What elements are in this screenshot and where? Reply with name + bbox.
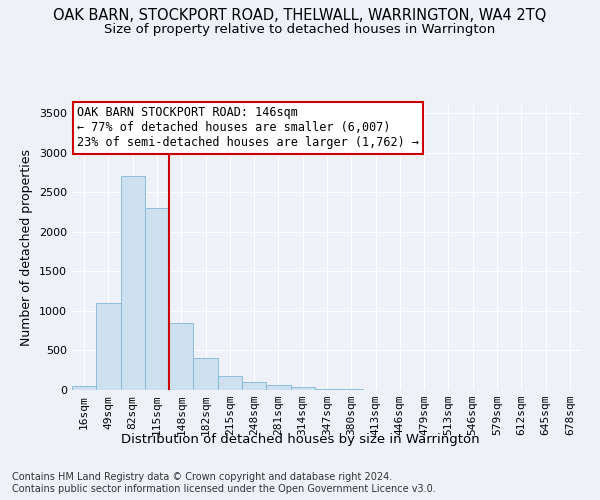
Y-axis label: Number of detached properties: Number of detached properties xyxy=(20,149,34,346)
Text: Contains public sector information licensed under the Open Government Licence v3: Contains public sector information licen… xyxy=(12,484,436,494)
Bar xyxy=(169,322,193,390)
Bar xyxy=(96,303,121,390)
Bar xyxy=(72,386,96,390)
Text: OAK BARN, STOCKPORT ROAD, THELWALL, WARRINGTON, WA4 2TQ: OAK BARN, STOCKPORT ROAD, THELWALL, WARR… xyxy=(53,8,547,22)
Bar xyxy=(315,389,339,390)
Text: Size of property relative to detached houses in Warrington: Size of property relative to detached ho… xyxy=(104,22,496,36)
Bar xyxy=(218,376,242,390)
Bar xyxy=(266,385,290,390)
Text: Contains HM Land Registry data © Crown copyright and database right 2024.: Contains HM Land Registry data © Crown c… xyxy=(12,472,392,482)
Bar xyxy=(121,176,145,390)
Bar xyxy=(242,382,266,390)
Bar xyxy=(290,387,315,390)
Text: OAK BARN STOCKPORT ROAD: 146sqm
← 77% of detached houses are smaller (6,007)
23%: OAK BARN STOCKPORT ROAD: 146sqm ← 77% of… xyxy=(77,106,419,150)
Text: Distribution of detached houses by size in Warrington: Distribution of detached houses by size … xyxy=(121,432,479,446)
Bar xyxy=(193,358,218,390)
Bar xyxy=(145,208,169,390)
Bar xyxy=(339,389,364,390)
